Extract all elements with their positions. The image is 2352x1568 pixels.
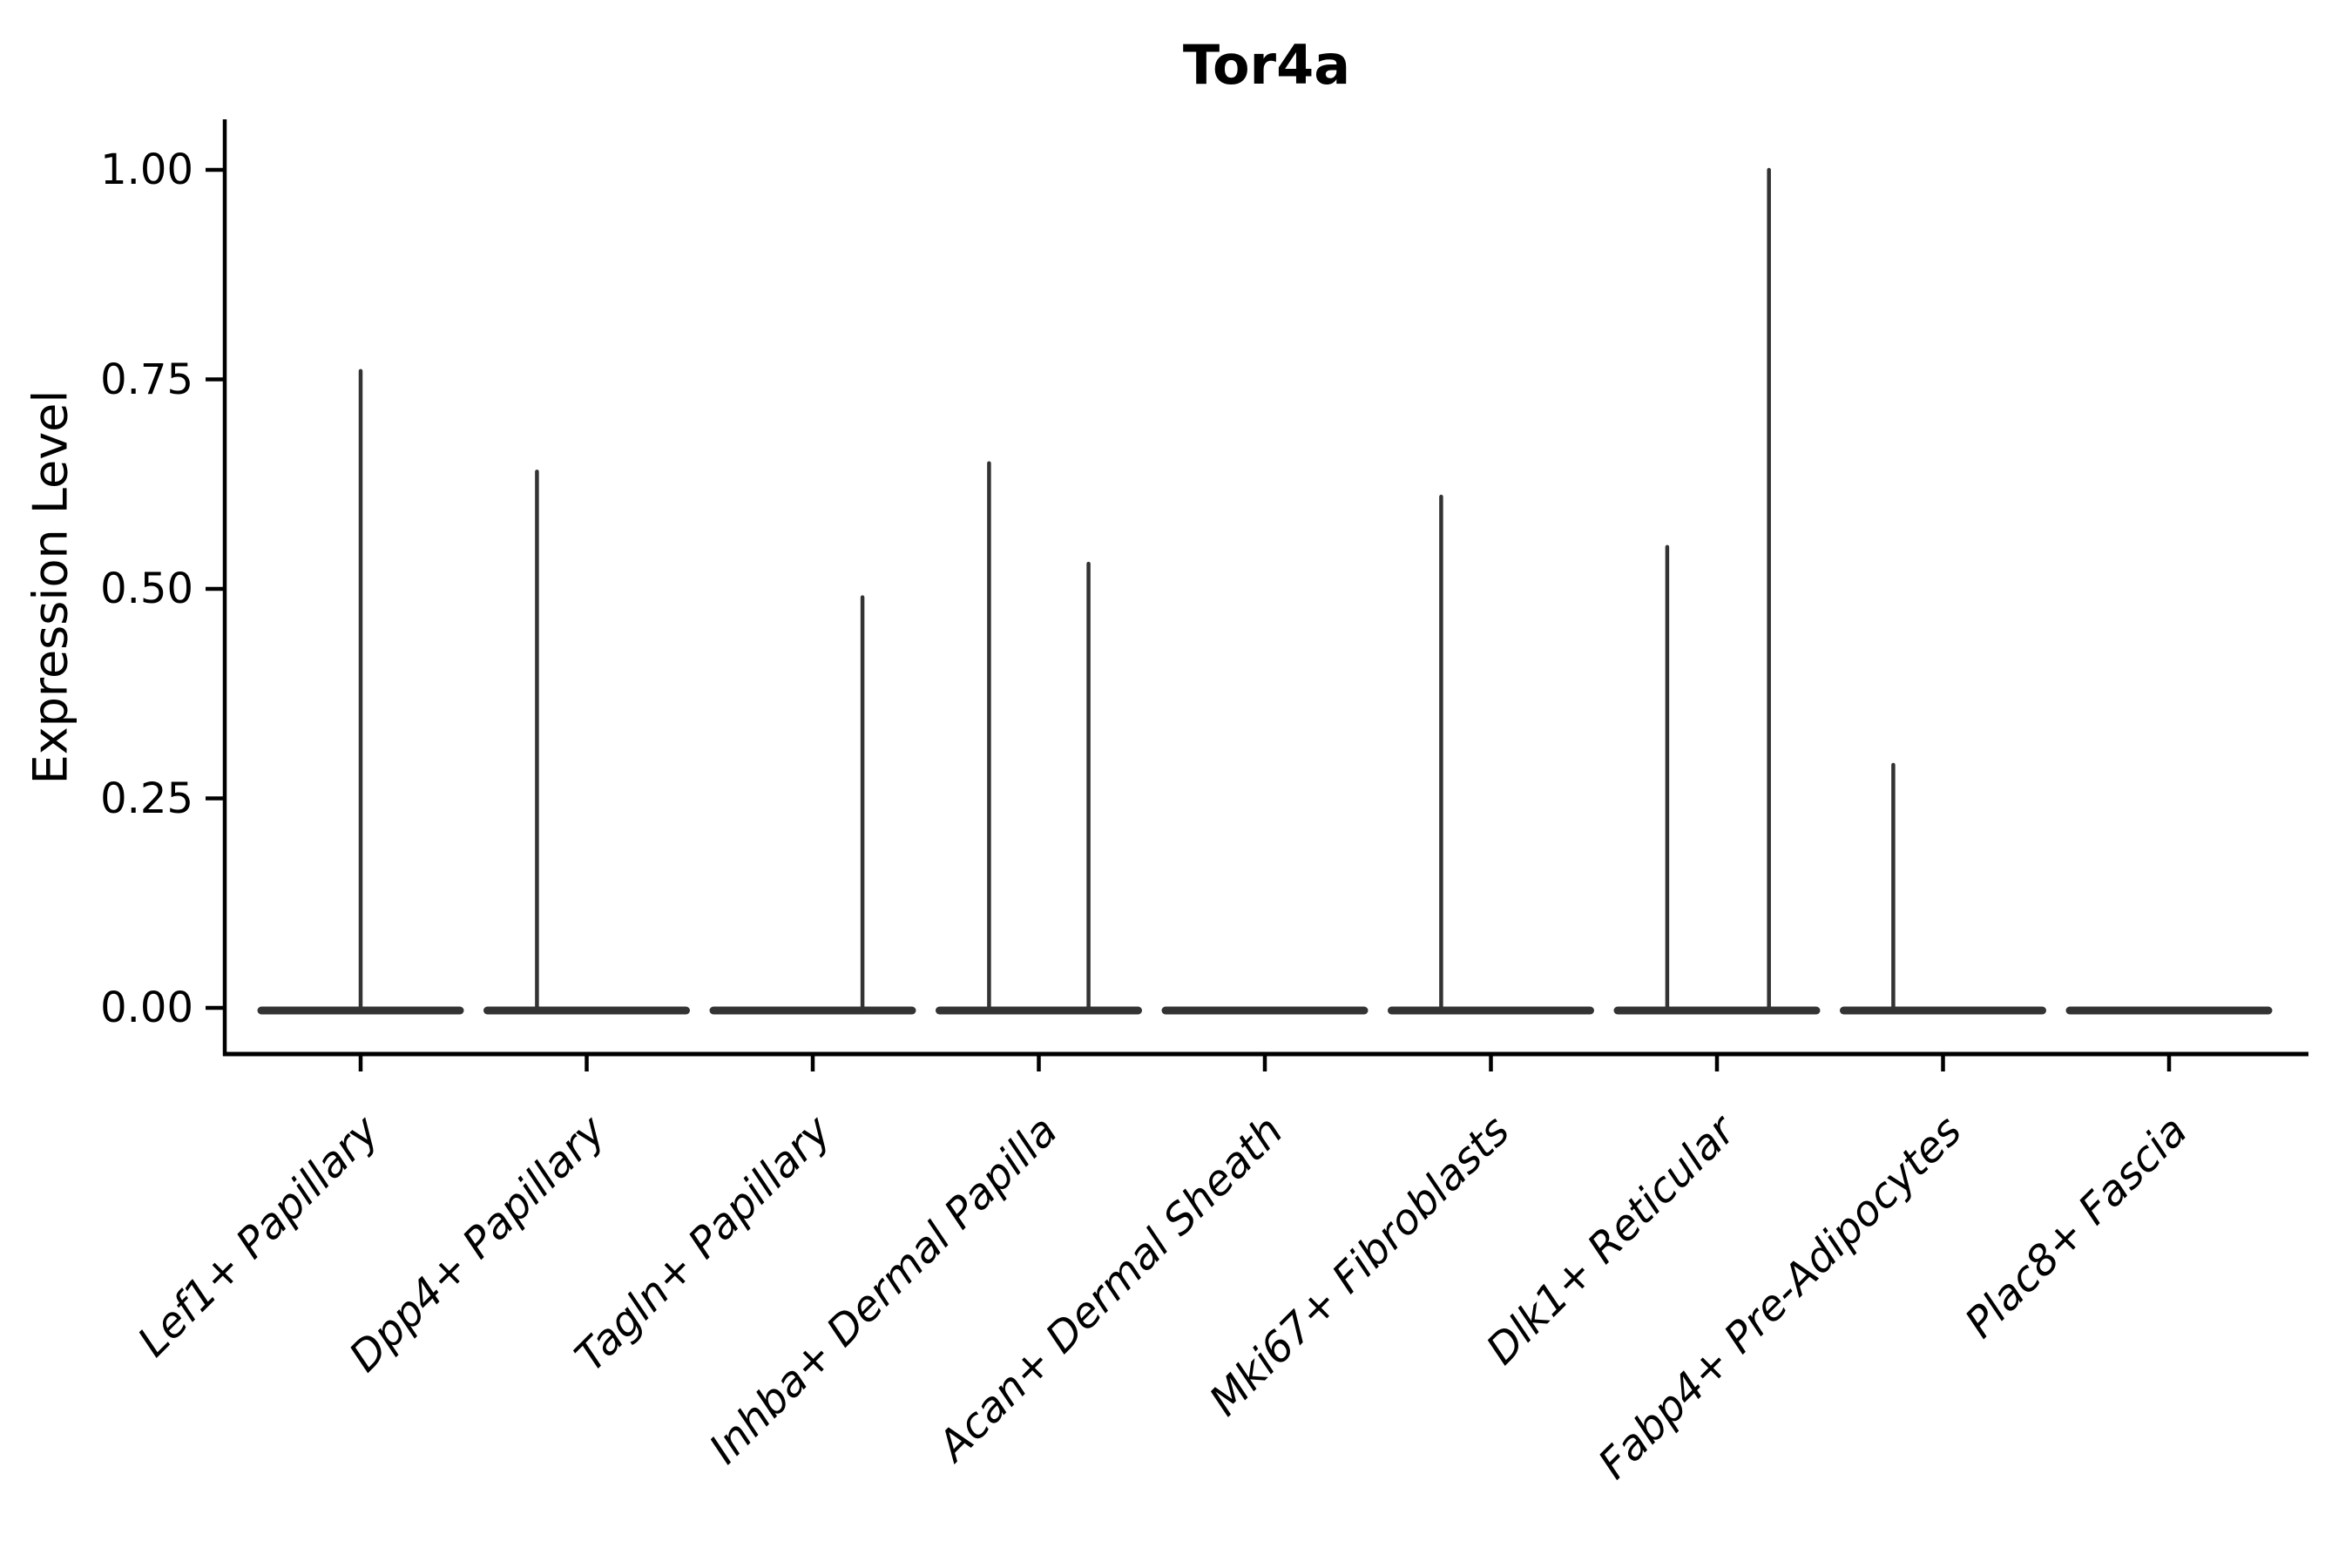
y-tick-label: 0.25: [100, 774, 193, 823]
y-tick-label: 0.00: [100, 983, 193, 1032]
y-axis-label: Expression Level: [23, 389, 78, 784]
y-tick-label: 0.75: [100, 355, 193, 404]
chart-title: Tor4a: [1182, 33, 1351, 97]
y-tick-label: 0.50: [100, 564, 193, 613]
y-tick-label: 1.00: [100, 145, 193, 194]
